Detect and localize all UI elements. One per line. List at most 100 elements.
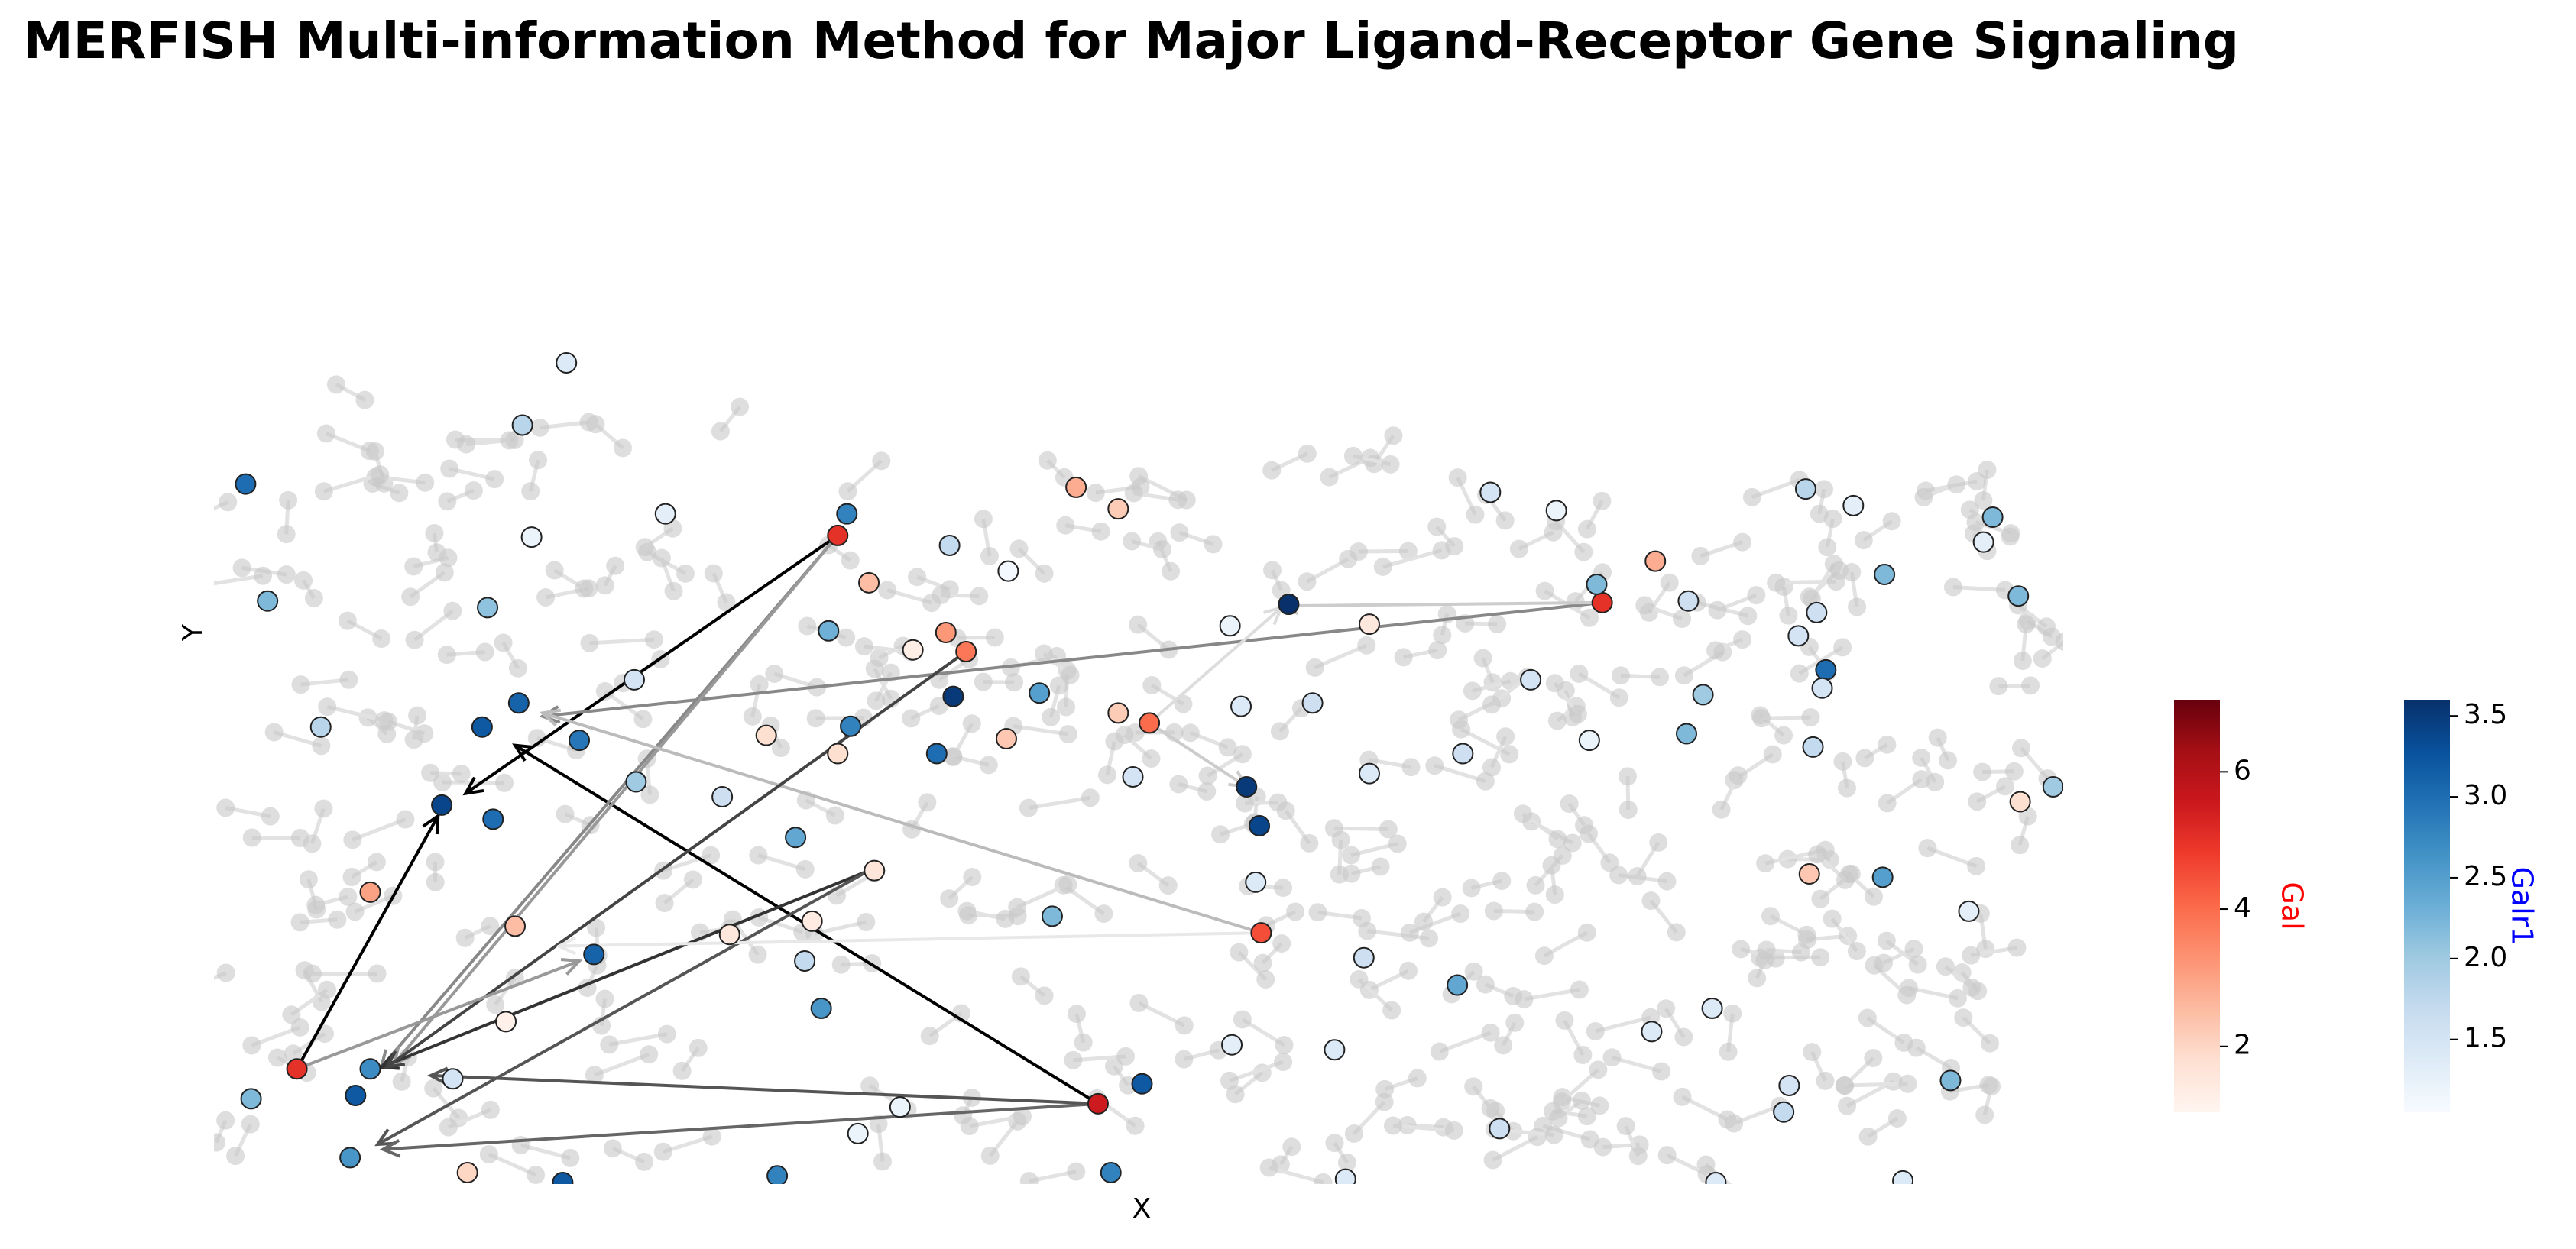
background-cell [683, 870, 702, 889]
cell-point [995, 727, 1017, 749]
background-cell [1918, 839, 1937, 858]
signal-link [430, 1073, 1099, 1105]
cell-point [1778, 1074, 1800, 1096]
background-cell [1005, 673, 1024, 692]
cell-point [495, 1011, 517, 1033]
background-cell [1339, 549, 1358, 568]
cell-point [625, 771, 647, 793]
background-cell [427, 543, 446, 562]
background-cell [1274, 1053, 1293, 1072]
background-cell [2007, 938, 2027, 957]
background-cell [1481, 1023, 1500, 1042]
cell-point [864, 859, 886, 882]
background-cell [1011, 967, 1030, 986]
cell-point [654, 503, 676, 525]
background-cell [1774, 726, 1793, 745]
background-cell [1129, 993, 1149, 1012]
background-cell [279, 490, 298, 510]
cell-point [431, 794, 453, 816]
background-cell [771, 739, 790, 758]
background-cell [962, 714, 981, 733]
background-cell [635, 538, 654, 557]
background-cell [1067, 1005, 1086, 1024]
background-cell [1341, 846, 1360, 865]
cell-point [1087, 1092, 1109, 1115]
cell-point [1358, 762, 1380, 785]
background-cell [1723, 1004, 1742, 1023]
background-link [1523, 988, 1580, 1001]
background-cell [368, 964, 387, 983]
cell-point [286, 1058, 308, 1080]
background-cell [689, 1038, 708, 1057]
background-cell [743, 707, 762, 726]
background-cell [1256, 970, 1275, 989]
background-cell [1352, 908, 1371, 927]
cell-point [847, 1122, 869, 1144]
background-link [1844, 1082, 1908, 1088]
background-cell [1577, 519, 1596, 539]
background-cell [1547, 711, 1567, 730]
background-cell [1142, 676, 1162, 695]
background-cell [980, 547, 999, 566]
background-cell [1488, 615, 1507, 634]
background-link [1382, 548, 1443, 569]
background-cell [277, 565, 296, 584]
background-cell [1035, 986, 1054, 1005]
cell-point [442, 1068, 464, 1090]
signal-link [383, 1102, 1099, 1151]
background-cell [831, 955, 851, 974]
background-cell [1738, 607, 1758, 626]
background-cell [1712, 800, 1731, 819]
signal-link [296, 959, 580, 1071]
colorbar-label: Gal [2276, 882, 2309, 930]
background-cell [464, 481, 483, 500]
background-cell [1593, 491, 1612, 510]
background-cell [960, 1117, 979, 1136]
background-cell [1811, 948, 1830, 967]
background-cell [316, 424, 335, 443]
background-cell [1067, 1162, 1086, 1181]
background-cell [1641, 891, 1661, 911]
background-cell [860, 1076, 880, 1095]
cell-point [1545, 500, 1567, 522]
background-cell [837, 628, 856, 647]
points [235, 352, 2063, 1184]
background-cell [1948, 989, 1967, 1008]
background-cell [2001, 527, 2020, 546]
cell-point [1041, 905, 1063, 927]
background-cell [339, 670, 358, 689]
background-cell [500, 431, 519, 450]
background-cell [242, 1036, 261, 1055]
cell-point [801, 910, 823, 932]
cell-point [1958, 900, 1980, 922]
background-cell [1609, 688, 1628, 707]
background-cell [1174, 694, 1193, 713]
cell-point [1520, 668, 1542, 691]
cell-point [711, 786, 734, 808]
background-cell [216, 963, 235, 982]
background-link [1028, 795, 1091, 811]
background-cell [748, 945, 767, 964]
background-cell [749, 846, 768, 865]
cell-point [477, 597, 499, 619]
background-cell [1555, 1011, 1574, 1030]
background-cell [1427, 517, 1447, 536]
signal-link [542, 711, 1262, 935]
cell-point [235, 473, 257, 495]
background-cell [1980, 1034, 1999, 1053]
cell-point [504, 915, 527, 937]
cell-point [925, 743, 948, 765]
background-cell [1790, 664, 1809, 683]
colorbar-tick-label: 2.0 [2464, 942, 2507, 973]
background-cell [1337, 1153, 1356, 1172]
background-cell [1526, 875, 1545, 895]
background-cell [1379, 820, 1398, 839]
background-cell [343, 830, 362, 849]
background-cell [416, 473, 435, 492]
cell-point [1591, 591, 1613, 613]
background-cell [1401, 758, 1421, 777]
cell-point [997, 560, 1019, 582]
background-cell [1748, 969, 1767, 988]
y-axis-label: Y [177, 623, 209, 642]
background-cell [1800, 587, 1819, 607]
